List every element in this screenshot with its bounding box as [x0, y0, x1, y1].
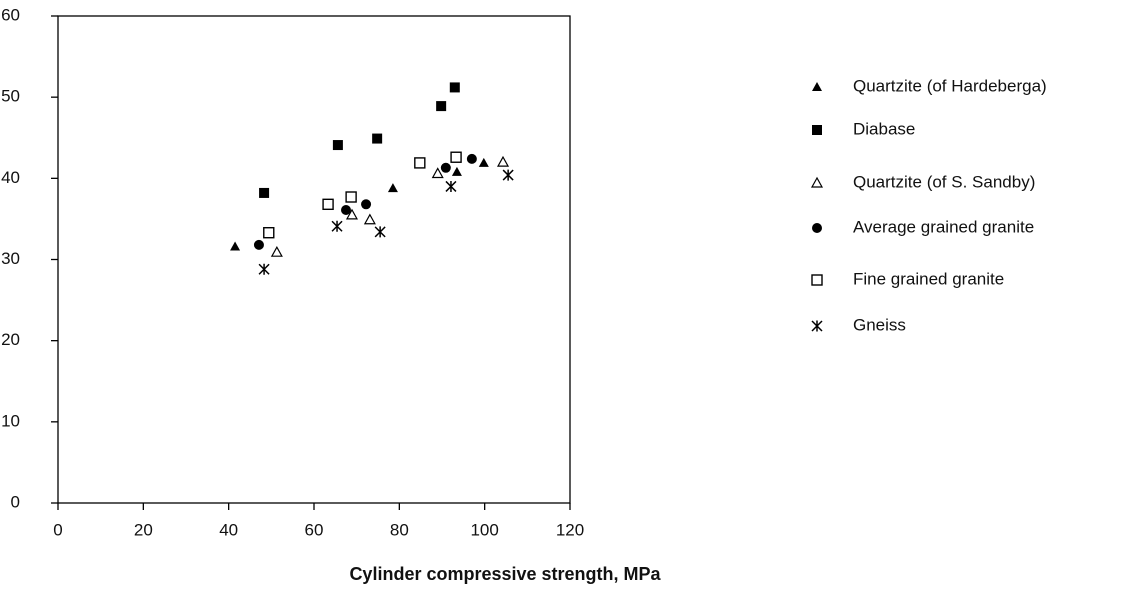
y-tick-label: 0 [11, 492, 20, 511]
marker-triangle-open [431, 167, 444, 179]
series [230, 157, 489, 251]
marker-triangle [451, 166, 462, 176]
marker-square-open [414, 157, 426, 169]
plot-frame [57, 15, 571, 504]
marker-square [332, 140, 343, 151]
marker-asterisk [445, 180, 457, 192]
marker-square-open [811, 274, 823, 286]
y-tick-label: 40 [1, 168, 20, 187]
marker-circle [253, 239, 264, 250]
marker-square [449, 82, 460, 93]
marker-triangle-open [270, 245, 283, 257]
x-tick-label: 40 [219, 520, 238, 539]
marker-square [372, 133, 383, 144]
x-tick-label: 20 [134, 520, 153, 539]
marker-asterisk [811, 320, 823, 332]
marker-asterisk [502, 169, 514, 181]
marker-triangle-open [810, 176, 824, 188]
series [263, 151, 462, 239]
x-tick-label: 80 [390, 520, 409, 539]
legend-label: Gneiss [853, 315, 906, 334]
marker-triangle-open [345, 208, 358, 220]
marker-circle [466, 153, 477, 164]
series [270, 155, 510, 257]
x-axis-title: Cylinder compressive strength, MPa [349, 564, 661, 584]
marker-square-open [450, 151, 462, 163]
x-tick-label: 120 [556, 520, 584, 539]
marker-circle [812, 223, 822, 233]
marker-circle [440, 162, 451, 173]
legend: Quartzite (of Hardeberga) Diabase Quartzit… [810, 76, 1047, 334]
marker-square [259, 187, 270, 198]
legend-label: Diabase [853, 119, 915, 138]
marker-square-open [345, 191, 357, 203]
y-tick-label: 60 [1, 5, 20, 24]
series [253, 153, 477, 250]
series [259, 82, 460, 198]
legend-label: Quartzite (of S. Sandby) [853, 172, 1035, 191]
marker-asterisk [374, 226, 386, 238]
marker-square-open [263, 227, 275, 239]
marker-square-open [322, 198, 334, 211]
marker-circle [341, 204, 351, 215]
marker-triangle-open [496, 155, 510, 167]
marker-triangle [230, 241, 241, 251]
series [258, 169, 514, 275]
marker-triangle [387, 183, 398, 193]
legend-label: Average grained granite [853, 217, 1034, 236]
marker-triangle-open [363, 213, 376, 225]
legend-label: Quartzite (of Hardeberga) [853, 76, 1047, 95]
marker-square [436, 101, 447, 112]
marker-triangle [478, 157, 489, 167]
y-tick-label: 50 [1, 87, 20, 106]
marker-circle [361, 199, 372, 210]
marker-triangle [812, 82, 822, 91]
marker-square [812, 125, 822, 135]
x-tick-label: 100 [470, 520, 498, 539]
x-tick-label: 60 [305, 520, 324, 539]
x-tick-label: 0 [53, 520, 62, 539]
y-tick-label: 20 [1, 330, 20, 349]
y-tick-label: 10 [1, 411, 20, 430]
marker-asterisk [258, 263, 270, 275]
y-tick-label: 30 [1, 249, 20, 268]
marker-asterisk [331, 220, 343, 232]
legend-label: Fine grained granite [853, 269, 1004, 288]
